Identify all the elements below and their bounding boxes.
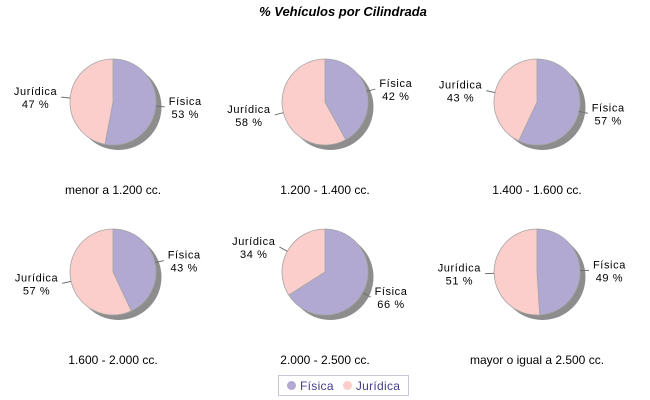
pie-slice-física [288,228,369,316]
pie-slice-física [518,58,581,146]
pie-slice-jurídica [69,58,114,145]
slice-percent-label: 47 % [22,99,49,111]
pie-slice-física [104,58,157,146]
legend-label-fisica: Física [300,378,334,393]
pie-slice-jurídica [281,58,347,146]
legend-item-fisica: Física [287,379,334,393]
slice-name-label: Física [593,259,626,271]
leader-line [155,105,165,108]
pie-slice-jurídica [281,228,326,296]
category-label-3: 1.400 - 1.600 cc. [492,183,582,197]
category-label-5: 2.000 - 2.500 cc. [280,353,370,367]
category-label-2: 1.200 - 1.400 cc. [280,183,370,197]
leader-line [61,96,71,99]
slice-name-label: Jurídica [438,263,482,275]
leader-line [486,90,496,94]
slice-percent-label: 57 % [594,115,621,127]
leader-line [578,110,588,114]
slice-percent-label: 42 % [382,91,409,103]
slice-percent-label: 43 % [170,263,197,275]
slice-name-label: Física [375,286,408,298]
chart-title: % Vehículos por Cilindrada [259,4,427,19]
slice-name-label: Física [379,78,412,90]
pie-slice-física [324,58,369,141]
slice-percent-label: 51 % [446,276,473,288]
legend-marker-fisica-icon [287,381,296,390]
legend: Física Jurídica [278,375,410,396]
leader-line [366,88,376,92]
pie-slice-jurídica [69,228,132,316]
leader-line [154,260,164,264]
slice-name-label: Jurídica [227,104,271,116]
slice-name-label: Física [168,250,201,262]
leader-line [279,246,288,252]
slice-percent-label: 49 % [596,272,623,284]
category-label-6: mayor o igual a 2.500 cc. [469,353,605,367]
leader-line [62,280,72,284]
legend-item-juridica: Jurídica [342,378,401,393]
legend-marker-juridica-icon [342,381,352,390]
slice-name-label: Física [592,102,625,114]
pie-slice-física [536,228,581,316]
slice-name-label: Jurídica [232,236,276,248]
leader-line [362,292,371,298]
slice-percent-label: 34 % [240,249,267,261]
slice-name-label: Jurídica [439,80,483,92]
pie-slice-jurídica [493,228,541,316]
legend-label-juridica: Jurídica [355,378,401,393]
slice-name-label: Jurídica [15,272,59,284]
category-label-4: 1.600 - 2.000 cc. [68,353,158,367]
leader-line [274,112,284,116]
slice-name-label: Física [169,96,202,108]
slice-percent-label: 43 % [447,93,474,105]
slice-percent-label: 58 % [235,117,262,129]
slice-percent-label: 66 % [377,299,404,311]
slice-name-label: Jurídica [14,86,58,98]
slice-percent-label: 53 % [171,109,198,121]
category-label-1: menor a 1.200 cc. [64,183,162,197]
slice-percent-label: 57 % [23,285,50,297]
